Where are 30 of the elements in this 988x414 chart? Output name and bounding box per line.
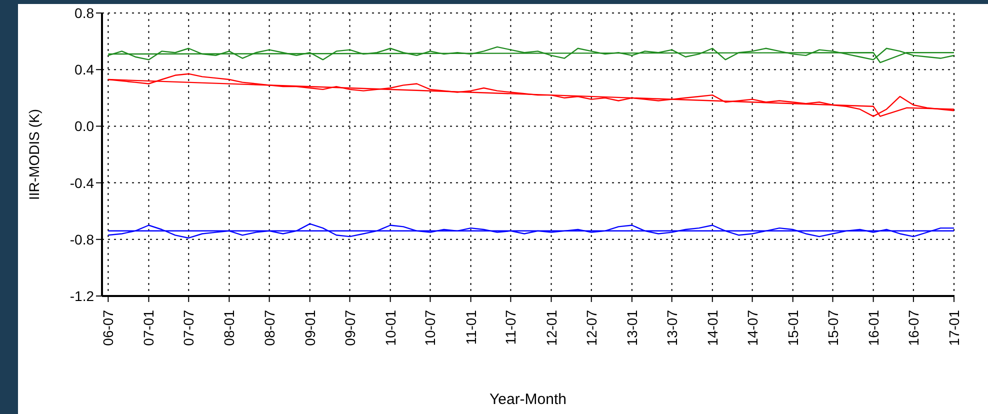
x-tick-label: 09-07	[342, 310, 358, 346]
x-tick-label: 12-07	[583, 310, 600, 346]
x-tick-label: 09-01	[302, 310, 318, 346]
x-tick-label: 15-07	[824, 310, 841, 346]
x-tick-label: 06-07	[100, 310, 116, 346]
x-tick-label: 11-07	[502, 310, 519, 345]
x-tick-label: 07-07	[180, 310, 197, 346]
y-tick-label: 0.8	[74, 4, 94, 21]
x-tick-label: 07-01	[140, 310, 157, 346]
x-tick-label: 16-01	[865, 310, 882, 346]
x-tick-label: 13-07	[664, 310, 680, 346]
x-tick-label: 14-01	[704, 310, 720, 346]
x-tick-label: 15-01	[784, 310, 801, 346]
x-tick-label: 08-07	[261, 310, 278, 346]
y-tick-label: -0.4	[70, 174, 94, 191]
y-tick-label: -1.2	[70, 288, 94, 304]
x-tick-label: 08-01	[221, 310, 238, 346]
x-axis-title: Year-Month	[490, 391, 566, 408]
y-tick-label: 0.0	[74, 118, 94, 134]
x-tick-label: 13-01	[624, 310, 640, 346]
y-tick-label: 0.4	[74, 62, 94, 78]
x-tick-label: 11-01	[462, 310, 479, 345]
y-tick-label: -0.8	[70, 231, 94, 248]
x-tick-label: 14-07	[744, 310, 760, 346]
x-tick-label: 17-01	[946, 310, 962, 346]
x-tick-label: 10-07	[422, 310, 438, 346]
x-tick-label: 12-01	[543, 310, 560, 346]
x-tick-label: 16-07	[905, 310, 922, 346]
y-axis-title: IIR-MODIS (K)	[26, 109, 42, 200]
x-tick-label: 10-01	[382, 310, 398, 346]
